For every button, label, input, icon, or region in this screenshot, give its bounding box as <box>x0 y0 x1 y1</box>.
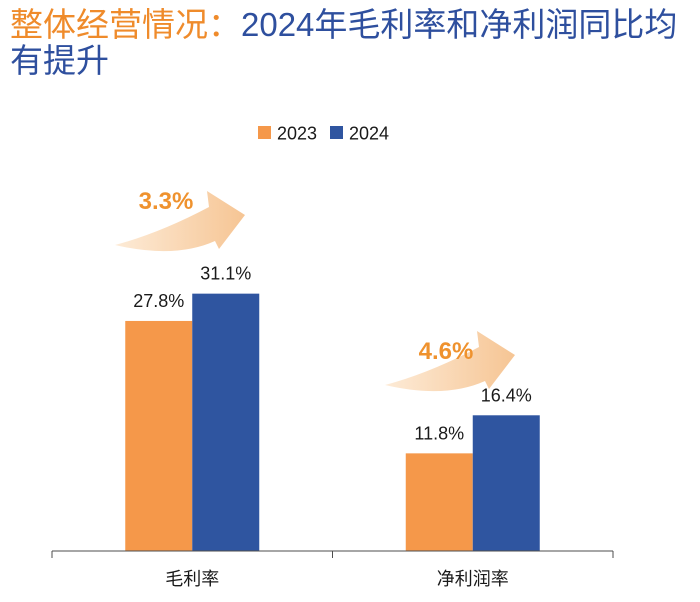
x-axis <box>51 550 614 558</box>
data-label-2024-1: 16.4% <box>481 385 532 405</box>
legend: 2023 2024 <box>258 124 389 144</box>
bar-2024-0 <box>192 293 260 551</box>
title-main: 2024年毛利率和净利润同比均有提升 <box>10 6 678 79</box>
growth-label: 4.6% <box>419 338 474 365</box>
data-label-2023-1: 11.8% <box>414 423 464 443</box>
category-label: 毛利率 <box>165 569 219 589</box>
bar-2023-0 <box>125 320 193 551</box>
legend-swatch-2023 <box>258 126 271 139</box>
page-title: 整体经营情况：2024年毛利率和净利润同比均有提升 <box>10 7 695 79</box>
legend-label-2023: 2023 <box>277 124 317 144</box>
legend-label-2024: 2024 <box>349 124 389 144</box>
growth-arrow-icon <box>385 331 515 392</box>
growth-label: 3.3% <box>139 188 194 215</box>
chart-labels: 27.8% 31.1% 毛利率 11.8% 16.4% 净利润率 <box>133 264 532 589</box>
data-label-2023-0: 27.8% <box>133 291 184 311</box>
bar-2023-1 <box>405 453 473 551</box>
title-prefix: 整体经营情况： <box>10 6 241 43</box>
data-label-2024-0: 31.1% <box>200 264 251 284</box>
legend-swatch-2024 <box>330 126 343 139</box>
bars <box>125 293 540 551</box>
growth-arrow-icon <box>115 191 245 252</box>
bar-2024-1 <box>472 415 540 551</box>
category-label: 净利润率 <box>437 569 509 589</box>
growth-annotations: 3.3% 4.6% <box>115 188 515 392</box>
